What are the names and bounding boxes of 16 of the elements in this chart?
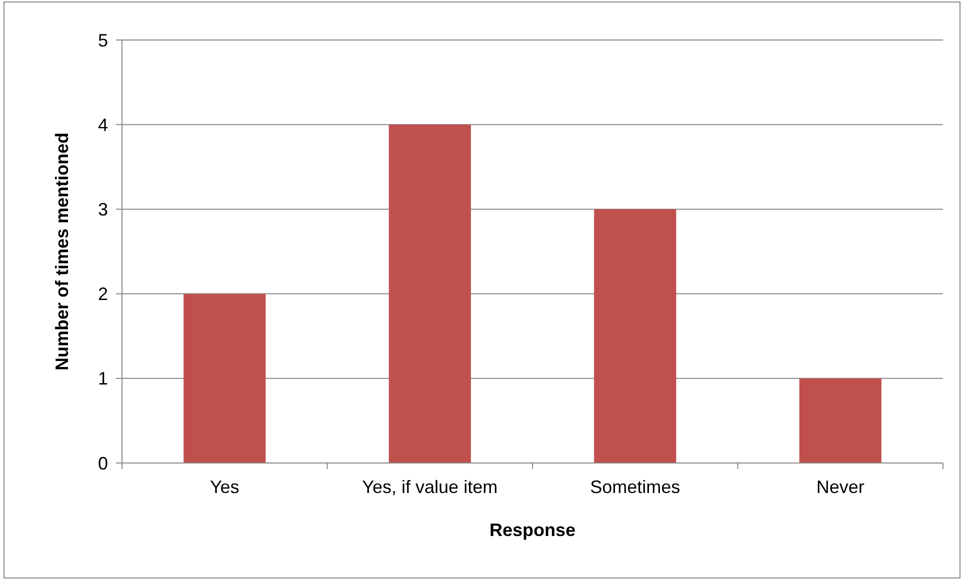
y-axis-title: Number of times mentioned [52, 132, 72, 371]
y-tick-label: 0 [98, 453, 108, 474]
y-tick-label: 1 [98, 368, 108, 389]
bar [184, 294, 266, 463]
x-tick-label: Yes, if value item [362, 477, 498, 497]
y-tick-label: 3 [98, 200, 108, 220]
x-tick-label: Yes [210, 477, 240, 497]
bar [799, 378, 882, 463]
x-axis-title: Response [489, 520, 576, 540]
y-tick-label: 4 [98, 114, 108, 135]
y-tick-label: 2 [98, 284, 108, 304]
y-tick-label: 5 [98, 30, 108, 50]
x-tick-label: Never [816, 477, 864, 497]
bar [594, 209, 676, 463]
bar [388, 124, 471, 463]
x-tick-label: Sometimes [590, 477, 680, 497]
